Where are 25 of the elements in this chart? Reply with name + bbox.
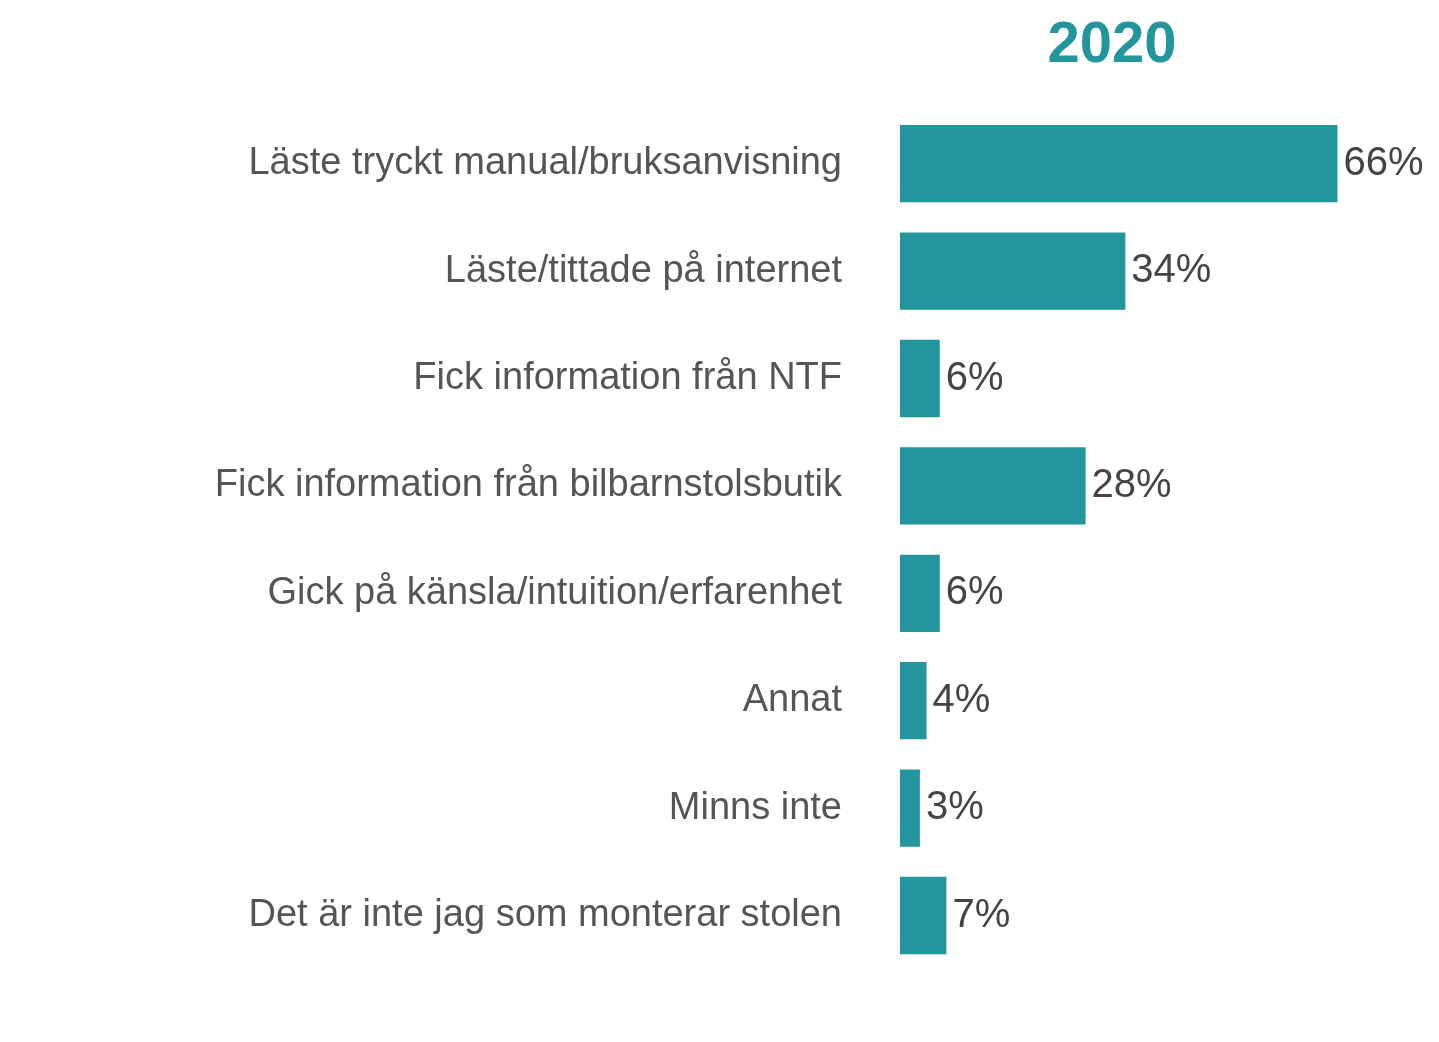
bar [900, 339, 940, 418]
chart-title: 2020 [1047, 9, 1177, 74]
bar [900, 662, 927, 740]
data-label: 28% [1091, 460, 1172, 505]
bar [900, 447, 1086, 525]
data-label: 7% [952, 890, 1011, 935]
y-tick-label: Annat [742, 677, 843, 720]
bar [900, 232, 1126, 310]
y-tick-label: Minns inte [668, 784, 842, 827]
bar [900, 769, 920, 847]
y-tick-label: Fick information från NTF [413, 354, 842, 397]
bar [900, 125, 1338, 203]
y-tick-label: Gick på känsla/intuition/erfarenhet [267, 569, 843, 612]
y-tick-label: Läste/tittade på internet [444, 247, 843, 290]
y-tick-label: Läste tryckt manual/bruksanvisning [248, 140, 842, 183]
data-label: 66% [1343, 138, 1424, 183]
data-label: 6% [945, 568, 1004, 613]
data-label: 4% [932, 675, 991, 720]
bar [900, 554, 940, 632]
y-tick-label: Fick information från bilbarnstolsbutik [214, 462, 843, 505]
data-label: 6% [945, 353, 1004, 398]
data-label: 34% [1131, 246, 1212, 291]
y-tick-label: Det är inte jag som monterar stolen [248, 891, 842, 934]
data-label: 3% [925, 783, 984, 828]
bar [900, 876, 947, 955]
